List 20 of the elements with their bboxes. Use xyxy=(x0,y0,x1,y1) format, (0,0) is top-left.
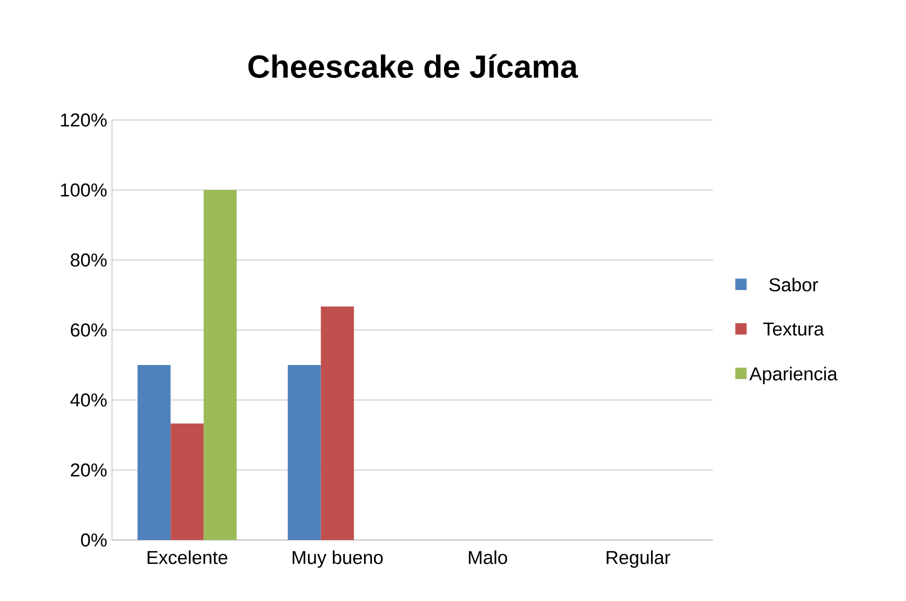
bar xyxy=(170,423,204,540)
y-tick-label: 40% xyxy=(70,393,107,407)
x-tick-label: Excelente xyxy=(148,550,228,564)
y-tick-label: 20% xyxy=(70,463,107,477)
bar xyxy=(288,365,321,540)
y-tick-label: 0% xyxy=(81,533,107,547)
bar xyxy=(138,365,171,540)
x-tick-label: Muy bueno xyxy=(292,550,383,568)
legend-label: Sabor xyxy=(769,278,818,292)
y-tick-label: 100% xyxy=(60,183,107,197)
bar xyxy=(204,190,237,540)
legend-label: Textura xyxy=(763,322,824,336)
y-tick-label: 120% xyxy=(60,113,107,127)
chart-title: Cheescake de Jícama xyxy=(248,54,578,78)
legend-label: Apariencia xyxy=(749,366,838,384)
y-tick-label: 60% xyxy=(70,323,107,337)
x-tick-label: Malo xyxy=(468,550,508,564)
x-tick-label: Regular xyxy=(606,550,670,568)
y-tick-label: 80% xyxy=(70,253,107,267)
bar xyxy=(320,306,354,540)
